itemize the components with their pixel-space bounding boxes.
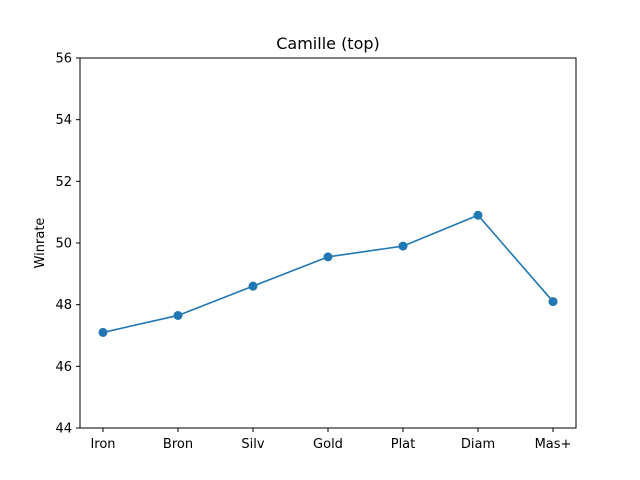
x-tick-label: Diam <box>461 437 495 452</box>
x-tick-label: Bron <box>163 437 193 452</box>
y-tick-label: 56 <box>55 52 72 67</box>
data-point <box>98 327 108 337</box>
x-axis-ticks: Iron Bron Silv Gold Plat Diam Mas+ <box>90 428 571 452</box>
plot-frame <box>79 57 577 429</box>
data-point <box>473 210 483 220</box>
data-point <box>173 310 183 320</box>
y-axis-label: Winrate <box>33 218 48 269</box>
data-point <box>548 297 558 307</box>
x-tick-label: Iron <box>90 437 115 452</box>
data-point <box>398 241 408 251</box>
y-tick-label: 54 <box>55 113 72 128</box>
y-tick-label: 48 <box>55 298 72 313</box>
data-point <box>248 281 258 291</box>
y-tick-label: 44 <box>55 422 72 437</box>
x-tick-label: Silv <box>241 437 264 452</box>
data-point <box>323 252 333 262</box>
y-tick-label: 50 <box>55 237 72 252</box>
y-tick-label: 46 <box>55 360 72 375</box>
chart-title: Camille (top) <box>276 34 380 53</box>
y-tick-label: 52 <box>55 175 72 190</box>
x-tick-label: Plat <box>391 437 416 452</box>
y-axis-ticks: 44 46 48 50 52 54 56 <box>55 52 80 437</box>
x-tick-label: Mas+ <box>535 437 572 452</box>
x-tick-label: Gold <box>313 437 343 452</box>
series-layer <box>98 210 558 337</box>
